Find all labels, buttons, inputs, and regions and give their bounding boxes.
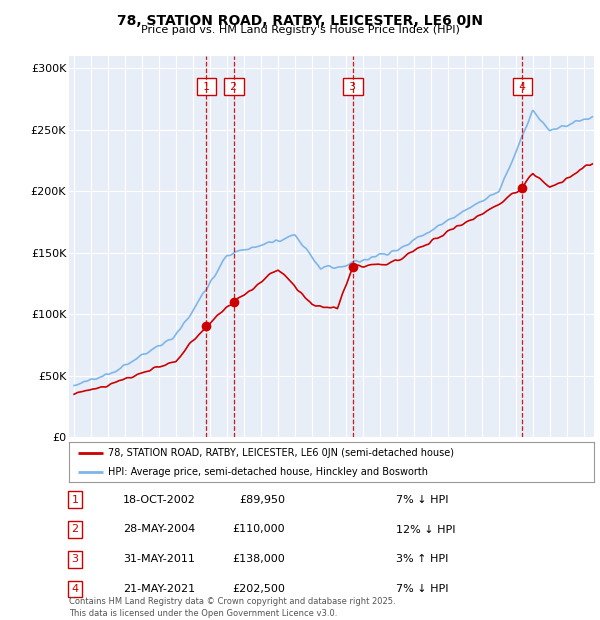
Text: 1: 1 bbox=[71, 495, 79, 505]
Text: 2: 2 bbox=[227, 82, 241, 92]
Text: £89,950: £89,950 bbox=[239, 495, 285, 505]
Text: Price paid vs. HM Land Registry's House Price Index (HPI): Price paid vs. HM Land Registry's House … bbox=[140, 25, 460, 35]
Text: 3: 3 bbox=[71, 554, 79, 564]
Text: 3: 3 bbox=[346, 82, 359, 92]
Text: Contains HM Land Registry data © Crown copyright and database right 2025.
This d: Contains HM Land Registry data © Crown c… bbox=[69, 597, 395, 618]
Text: 3% ↑ HPI: 3% ↑ HPI bbox=[396, 554, 448, 564]
Text: 4: 4 bbox=[516, 82, 529, 92]
Text: 7% ↓ HPI: 7% ↓ HPI bbox=[396, 584, 449, 594]
Text: 78, STATION ROAD, RATBY, LEICESTER, LE6 0JN (semi-detached house): 78, STATION ROAD, RATBY, LEICESTER, LE6 … bbox=[109, 448, 454, 458]
Text: 12% ↓ HPI: 12% ↓ HPI bbox=[396, 525, 455, 534]
Text: 1: 1 bbox=[200, 82, 213, 92]
Text: 18-OCT-2002: 18-OCT-2002 bbox=[123, 495, 196, 505]
Text: £110,000: £110,000 bbox=[232, 525, 285, 534]
Text: HPI: Average price, semi-detached house, Hinckley and Bosworth: HPI: Average price, semi-detached house,… bbox=[109, 467, 428, 477]
Text: £138,000: £138,000 bbox=[232, 554, 285, 564]
Text: £202,500: £202,500 bbox=[232, 584, 285, 594]
Text: 31-MAY-2011: 31-MAY-2011 bbox=[123, 554, 195, 564]
Text: 4: 4 bbox=[71, 584, 79, 594]
Text: 7% ↓ HPI: 7% ↓ HPI bbox=[396, 495, 449, 505]
Text: 21-MAY-2021: 21-MAY-2021 bbox=[123, 584, 195, 594]
Text: 28-MAY-2004: 28-MAY-2004 bbox=[123, 525, 195, 534]
Text: 78, STATION ROAD, RATBY, LEICESTER, LE6 0JN: 78, STATION ROAD, RATBY, LEICESTER, LE6 … bbox=[117, 14, 483, 28]
Text: 2: 2 bbox=[71, 525, 79, 534]
